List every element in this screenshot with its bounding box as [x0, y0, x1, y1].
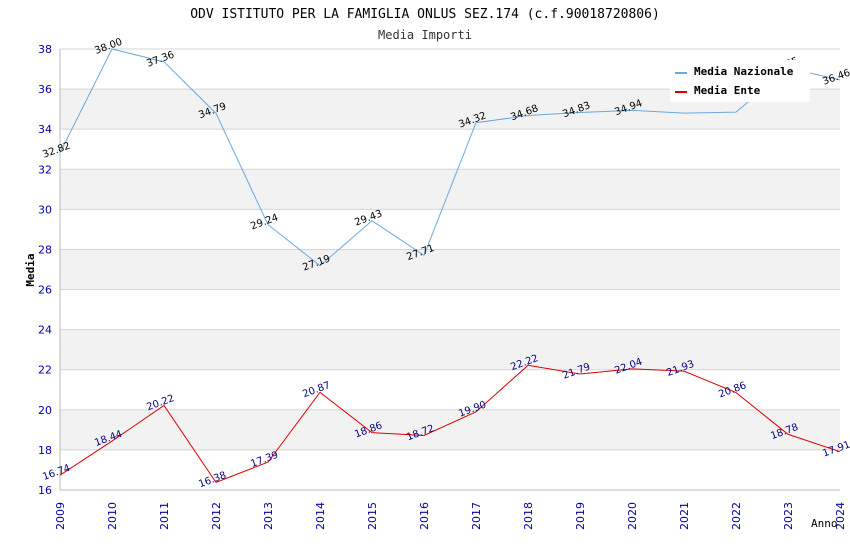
grid-band	[60, 249, 840, 290]
y-tick-labels: 16 18 20 22 24 26 28 30 32 34 36 38	[38, 43, 52, 497]
y-tick-label: 28	[38, 243, 52, 256]
grid-band	[60, 409, 840, 450]
data-label: 38.00	[93, 37, 124, 57]
series-lines	[59, 48, 841, 483]
grid-bands	[60, 89, 840, 450]
x-tick-label: 2016	[418, 502, 431, 530]
data-label: 16.74	[41, 463, 72, 483]
x-tick-label: 2015	[366, 502, 379, 530]
series-line-media-ente	[59, 364, 841, 483]
x-tick-label: 2020	[626, 502, 639, 530]
x-tick-labels: 2009 2010 2011 2012 2013 2014 2015 2016 2017 2018…	[54, 502, 847, 530]
data-label: 20.86	[717, 380, 748, 400]
grid-lines	[60, 48, 840, 491]
x-tick-label: 2009	[54, 502, 67, 530]
y-tick-label: 20	[38, 404, 52, 417]
y-tick-label: 34	[38, 123, 52, 136]
y-tick-label: 32	[38, 163, 52, 176]
y-tick-label: 36	[38, 83, 52, 96]
data-label: 17.39	[249, 450, 280, 470]
x-tick-label: 2023	[782, 502, 795, 530]
y-tick-label: 26	[38, 284, 52, 297]
legend: Media Nazionale Media Ente	[670, 60, 810, 102]
y-tick-label: 22	[38, 364, 52, 377]
x-tick-label: 2019	[574, 502, 587, 530]
x-tick-label: 2012	[210, 502, 223, 530]
data-label: 32.82	[41, 141, 72, 161]
chart-subtitle: Media Importi	[378, 28, 472, 42]
series-line-media-nazionale	[59, 48, 841, 267]
legend-label-media-nazionale: Media Nazionale	[694, 65, 794, 78]
x-tick-label: 2010	[106, 502, 119, 530]
data-label: 36.46	[821, 68, 850, 88]
x-tick-label: 2011	[158, 502, 171, 530]
data-label: 16.38	[197, 470, 228, 490]
y-tick-label: 38	[38, 43, 52, 56]
legend-label-media-ente: Media Ente	[694, 84, 761, 97]
x-tick-label: 2021	[678, 502, 691, 530]
y-tick-label: 24	[38, 324, 52, 337]
x-tick-label: 2014	[314, 502, 327, 530]
y-axis-label: Media	[24, 253, 37, 286]
y-tick-label: 30	[38, 203, 52, 216]
x-tick-label: 2017	[470, 502, 483, 530]
grid-band	[60, 329, 840, 370]
y-tick-label: 18	[38, 444, 52, 457]
y-tick-label: 16	[38, 484, 52, 497]
data-label: 29.24	[249, 212, 280, 232]
x-tick-label: 2018	[522, 502, 535, 530]
x-tick-label: 2024	[834, 502, 847, 530]
chart-title: ODV ISTITUTO PER LA FAMIGLIA ONLUS SEZ.1…	[190, 7, 660, 22]
legend-box	[670, 60, 810, 102]
x-tick-label: 2013	[262, 502, 275, 530]
data-label: 37.36	[145, 50, 176, 70]
x-axis-label: Anno	[811, 517, 838, 530]
x-tick-label: 2022	[730, 502, 743, 530]
